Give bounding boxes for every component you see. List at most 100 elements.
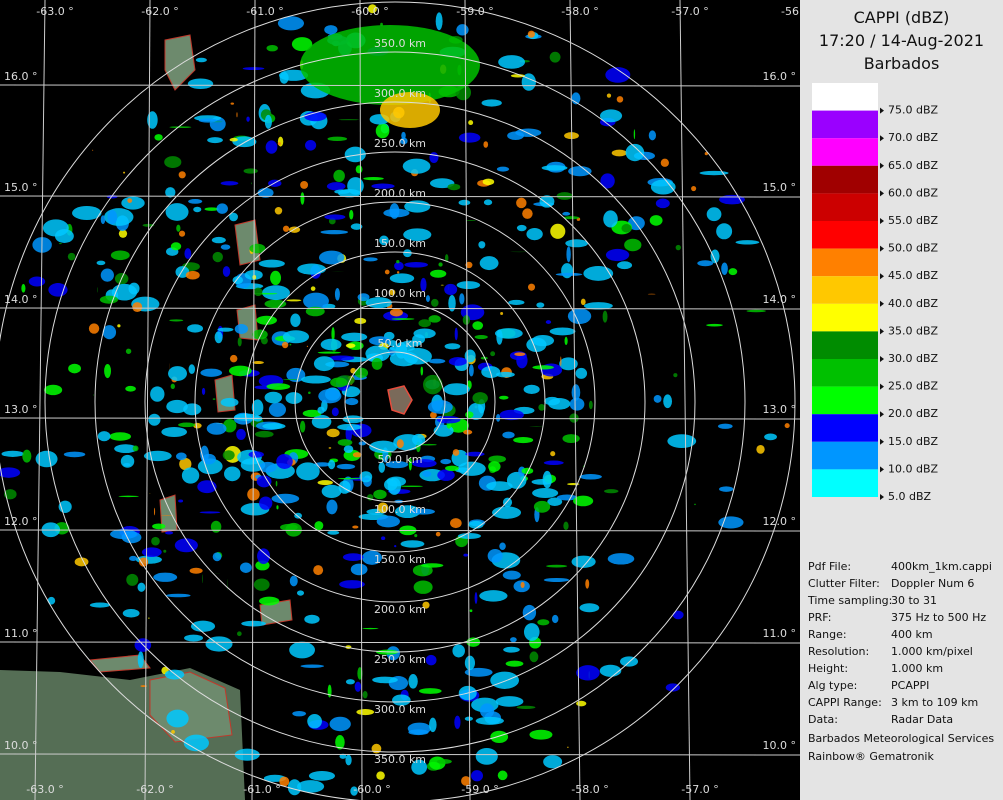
echo-cell [691,185,697,192]
echo-cell [302,409,322,418]
echo-cell [475,716,504,725]
echo-cell [411,759,428,775]
echo-cell [418,319,431,328]
echo-cell [58,243,62,245]
range-ring [0,1,796,800]
echo-cell [704,152,708,156]
echo-cell [481,99,502,107]
echo-cell [482,178,495,186]
legend-tick [880,411,884,418]
echo-cell [253,287,263,297]
echo-cell [498,55,526,69]
echo-cell [716,223,733,240]
legend-tick [880,245,884,252]
echo-cell [165,203,189,221]
echo-cell [464,667,493,677]
echo-cell [561,263,574,279]
echo-cell [92,149,94,151]
echo-cell [706,323,723,327]
echo-cell [516,224,527,232]
echo-cell [248,451,264,458]
echo-cell [35,450,58,468]
echo-cell [379,235,389,246]
echo-cell [262,423,286,430]
echo-cell [389,308,403,317]
echo-cell [378,462,386,473]
echo-cell [404,200,431,213]
echo-cell [362,550,382,565]
echo-cell [412,433,426,446]
echo-cell [125,385,136,392]
echo-cell [373,489,387,500]
echo-cell [285,392,303,405]
echo-cell [564,336,568,346]
echo-cell [125,348,132,354]
echo-cell [183,734,209,752]
echo-cell [329,716,351,732]
echo-cell [607,553,635,565]
echo-cell [472,321,484,330]
echo-cell [176,452,187,461]
echo-cell [408,457,412,471]
echo-cell [746,309,766,313]
echo-cell [547,497,563,506]
echo-cell [229,354,238,363]
echo-cell [562,434,580,443]
echo-cell [122,608,140,618]
echo-cell [494,328,523,339]
echo-cell [648,130,657,141]
lat-label: 16.0 ° [4,70,38,83]
info-key: Time sampling: [808,594,893,607]
echo-cell [270,270,282,286]
echo-cell [297,263,327,275]
echo-cell [461,776,471,786]
echo-cell [649,215,663,226]
echo-cell [168,366,188,381]
echo-cell [300,180,309,189]
echo-cell [212,398,216,400]
echo-cell [400,137,408,145]
echo-cell [391,318,415,320]
echo-cell [193,206,202,213]
echo-cell [362,690,368,699]
echo-cell [576,700,587,707]
echo-cell [165,593,191,598]
echo-cell [114,444,138,454]
echo-cell [456,281,481,290]
echo-cell [421,443,437,446]
info-key: PRF: [808,611,832,624]
echo-cell [542,470,552,489]
echo-cell [320,229,349,235]
echo-cell [466,220,476,221]
echo-cell [22,449,32,463]
legend-tick [880,190,884,197]
echo-cell [448,294,456,312]
echo-cell [675,244,681,251]
echo-cell [126,573,139,586]
echo-cell [320,338,342,351]
echo-cell [363,257,378,262]
legend-swatch [812,83,878,111]
echo-cell [148,413,161,426]
echo-cell [706,207,722,222]
lon-label: -63.0 ° [26,783,63,796]
panel-title: CAPPI (dBZ) [853,8,950,27]
echo-cell [266,383,291,390]
echo-cell [579,603,600,613]
lat-label: 11.0 ° [4,627,38,640]
ring-label: 200.0 km [374,187,426,200]
lat-label: 15.0 ° [4,181,38,194]
echo-cell [249,243,266,254]
legend-swatch [812,221,878,249]
echo-cell [89,602,111,608]
echo-cell [109,432,132,441]
echo-cell [100,215,106,225]
info-value: 400km_1km.cappi [891,560,992,573]
echo-cell [719,194,745,205]
lon-label: -59.0 ° [456,5,493,18]
echo-cell [328,459,336,470]
echo-cell [0,467,21,478]
echo-cell [585,579,590,589]
echo-cell [621,223,632,233]
legend-swatch [812,165,878,194]
